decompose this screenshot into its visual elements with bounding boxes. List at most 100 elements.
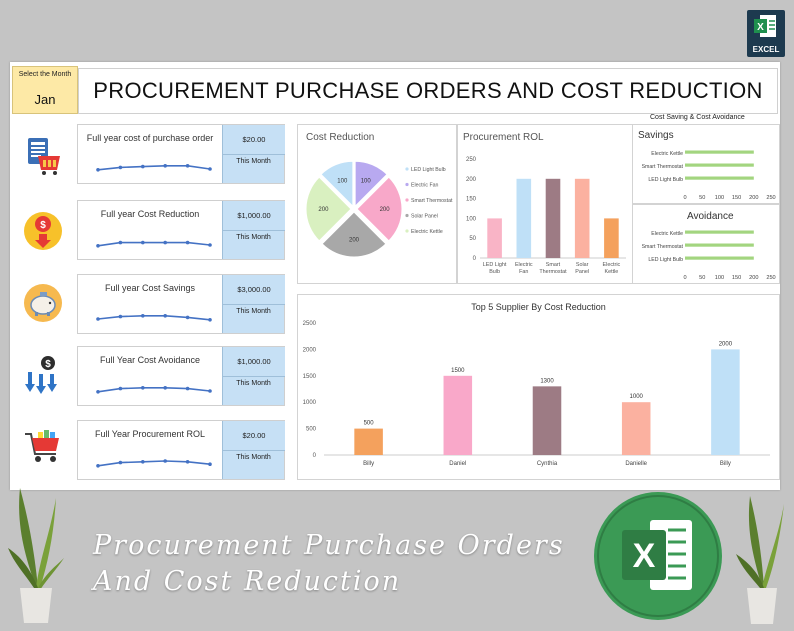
savings-panel: Savings Electric Kettle Smart Thermostat L…	[632, 124, 780, 204]
sparkline-point	[96, 244, 100, 248]
kpi-value: $20.00	[222, 125, 285, 155]
month-selector-label: Select the Month	[18, 71, 72, 78]
rol-x-tick: Electric	[515, 262, 533, 268]
hbar-bar	[685, 150, 754, 154]
avoidance-chart-title: Avoidance	[687, 211, 734, 222]
top-supplier-panel: Top 5 Supplier By Cost Reduction 0 500 100…	[297, 294, 780, 480]
cost-down-coin-icon: $	[24, 212, 62, 250]
sparkline-point	[208, 389, 212, 393]
sparkline-point	[163, 314, 167, 318]
rol-x-tick: Thermostat	[539, 269, 567, 275]
sparkline-path	[97, 165, 211, 171]
rol-x-tick: Kettle	[605, 269, 619, 275]
supplier-y-tick: 2500	[303, 321, 317, 327]
clipboard-cart-icon	[28, 138, 60, 175]
pie-legend-label: Electric Fan	[411, 183, 439, 189]
hbar-x-tick: 0	[683, 195, 686, 201]
kpi-sparkline	[96, 164, 212, 172]
kpi-sparkline	[96, 386, 212, 394]
sparkline-point	[208, 243, 212, 247]
avoidance-bar-chart: Electric Kettle Smart Thermostat LED Light…	[642, 230, 776, 281]
supplier-bar	[711, 349, 740, 455]
supplier-data-label: 1500	[451, 368, 465, 374]
sparkline-point	[185, 460, 190, 464]
sparkline-point	[141, 460, 145, 464]
kpi-period: This Month	[222, 451, 284, 479]
sparkline-point	[141, 386, 145, 390]
hbar-category-label: Electric Kettle	[651, 231, 683, 237]
rol-y-tick: 50	[469, 236, 476, 242]
sparkline-path	[97, 460, 211, 467]
hbar-category-label: LED Light Bulb	[648, 257, 683, 263]
supplier-x-tick: Billy	[720, 461, 731, 467]
kpi-card-cost-reduction: Full year Cost Reduction $1,000.00 This …	[77, 200, 285, 260]
kpi-card-cost-avoidance: Full Year Cost Avoidance $1,000.00 This …	[77, 346, 285, 406]
rol-bar	[516, 178, 532, 258]
pie-legend-marker	[405, 213, 409, 218]
shopping-cart-icon	[25, 430, 59, 462]
dollar-down-arrows-icon: $	[25, 356, 57, 394]
hbar-bar	[685, 163, 754, 167]
hbar-bar	[685, 243, 754, 247]
sparkline-point	[96, 390, 100, 394]
cost-reduction-pie-panel: Cost Reduction 100 100 200 200 200 LED Light …	[297, 124, 457, 284]
rol-x-tick: LED Light	[483, 262, 507, 268]
excel-badge-label: EXCEL	[752, 45, 780, 54]
excel-logo-icon: X	[594, 492, 722, 620]
sparkline-point	[96, 464, 100, 468]
supplier-y-tick: 1000	[303, 400, 317, 406]
pie-legend-marker	[405, 229, 409, 233]
pie-slice-label: 200	[349, 238, 360, 244]
plant-left-decoration	[8, 488, 64, 623]
rol-y-tick: 0	[473, 256, 477, 262]
hbar-category-label: Electric Kettle	[651, 151, 683, 157]
kpi-period: This Month	[222, 377, 284, 405]
kpi-value: $1,000.00	[222, 201, 285, 231]
rol-bar	[574, 178, 590, 258]
sparkline-point	[208, 318, 212, 322]
month-selector[interactable]: Select the Month Jan	[12, 66, 78, 114]
sparkline-path	[97, 241, 211, 247]
pie-chart-title: Cost Reduction	[306, 132, 375, 143]
savings-chart-title: Savings	[638, 130, 674, 141]
supplier-y-tick: 500	[306, 427, 317, 433]
hbar-x-tick: 150	[732, 195, 741, 201]
sparkline-point	[163, 164, 167, 168]
supplier-x-tick: Danielle	[625, 461, 647, 467]
rol-bar	[487, 218, 502, 258]
savings-bar-chart: Electric Kettle Smart Thermostat LED Light…	[642, 150, 776, 201]
sparkline-point	[163, 459, 167, 463]
hbar-bar	[685, 256, 754, 260]
sparkline-point	[185, 386, 190, 391]
month-selector-value[interactable]: Jan	[34, 92, 56, 107]
rol-bar	[545, 178, 561, 258]
sparkline-point	[118, 165, 123, 170]
rol-chart-title: Procurement ROL	[463, 132, 544, 143]
kpi-value: $1,000.00	[222, 347, 285, 377]
hbar-x-tick: 50	[699, 195, 705, 201]
supplier-data-label: 2000	[719, 341, 733, 347]
kpi-sparkline	[96, 459, 212, 468]
hbar-x-tick: 200	[749, 195, 758, 201]
top-supplier-bar-chart: 0 500 1000 1500 2000 2500 500 Billy 1500 Daniel 13…	[303, 321, 770, 467]
sparkline-point	[118, 460, 123, 465]
supplier-bar	[443, 375, 473, 455]
rol-y-tick: 100	[466, 216, 477, 222]
pie-slice-label: 200	[380, 207, 391, 213]
supplier-y-tick: 1500	[303, 374, 317, 380]
kpi-value: $20.00	[222, 421, 285, 451]
kpi-title: Full Year Procurement ROL	[94, 429, 206, 439]
kpi-period: This Month	[222, 305, 284, 333]
sparkline-point	[118, 386, 123, 391]
sparkline-point	[208, 167, 212, 171]
sparkline-point	[96, 317, 100, 321]
supplier-data-label: 500	[364, 421, 375, 427]
rol-y-tick: 200	[466, 177, 477, 183]
kpi-title: Full Year Cost Avoidance	[100, 355, 200, 365]
hbar-x-tick: 200	[749, 275, 758, 281]
dashboard-sheet: Select the Month Jan PROCUREMENT PURCHAS…	[10, 62, 780, 490]
sparkline-path	[97, 387, 211, 393]
pie-legend-marker	[405, 182, 409, 187]
page-title: PROCUREMENT PURCHASE ORDERS AND COST RED…	[93, 78, 763, 103]
